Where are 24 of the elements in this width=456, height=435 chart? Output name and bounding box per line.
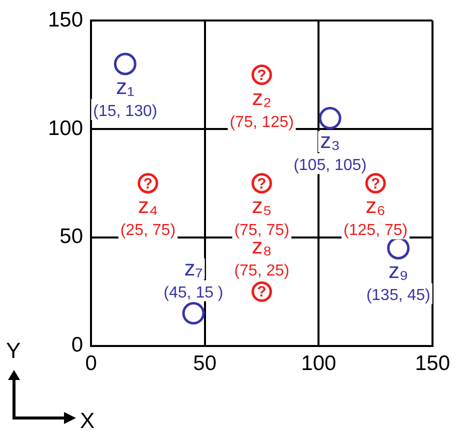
annotation: ? (143, 175, 153, 192)
y-tick-label: 50 (60, 225, 84, 248)
data-label: z₇ (45, 15 ) (164, 255, 224, 302)
y-tick-label: 150 (48, 8, 84, 32)
annotation: ? (257, 175, 266, 192)
point (114, 52, 136, 76)
x-tick-label: 50 (193, 352, 217, 376)
data-label: z₂ (75, 125) (230, 84, 294, 131)
annotation: ? (257, 284, 266, 301)
annotation: ? (370, 175, 380, 192)
annotation: ? (257, 66, 266, 84)
x-axis-title: X (80, 408, 95, 434)
point (318, 106, 342, 130)
data-label: z₃ (105, 105) (294, 128, 367, 174)
y-tick-label: 0 (71, 334, 84, 357)
point (182, 302, 205, 325)
x-tick-label: 150 (414, 352, 450, 376)
data-label: z₁ (15, 130) (93, 74, 158, 120)
data-label: z₆ (125, 75) (344, 193, 408, 240)
x-tick-label: 100 (301, 352, 336, 376)
y-axis-title: Y (6, 338, 21, 364)
y-tick-label: 100 (48, 116, 84, 140)
data-label: z₄ (25, 75) (120, 193, 176, 240)
data-label: z₉ (135, 45) (366, 258, 430, 304)
